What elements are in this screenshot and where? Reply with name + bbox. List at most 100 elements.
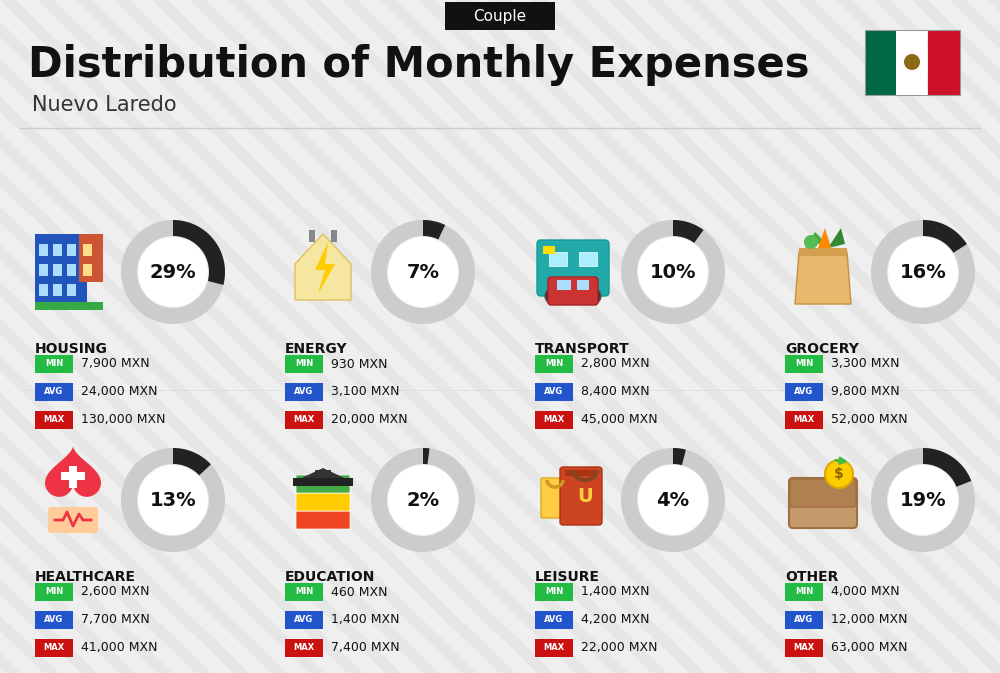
Text: 24,000 MXN: 24,000 MXN xyxy=(81,386,158,398)
Polygon shape xyxy=(304,0,1000,673)
Polygon shape xyxy=(114,0,819,673)
FancyBboxPatch shape xyxy=(535,383,573,401)
Polygon shape xyxy=(912,0,1000,673)
FancyBboxPatch shape xyxy=(548,277,598,305)
FancyBboxPatch shape xyxy=(785,639,823,657)
Text: EDUCATION: EDUCATION xyxy=(285,570,375,584)
Text: AVG: AVG xyxy=(294,388,314,396)
Text: U: U xyxy=(577,487,593,505)
Polygon shape xyxy=(0,0,59,673)
Polygon shape xyxy=(871,220,975,324)
Polygon shape xyxy=(950,0,1000,673)
Text: MAX: MAX xyxy=(543,415,565,425)
Circle shape xyxy=(904,54,920,70)
Circle shape xyxy=(138,465,208,535)
Polygon shape xyxy=(418,0,1000,673)
Bar xyxy=(39,284,48,296)
FancyBboxPatch shape xyxy=(445,2,555,30)
Polygon shape xyxy=(684,0,1000,673)
Polygon shape xyxy=(0,0,363,673)
Polygon shape xyxy=(818,228,831,248)
FancyBboxPatch shape xyxy=(535,411,573,429)
Text: MIN: MIN xyxy=(295,359,313,369)
Polygon shape xyxy=(228,0,933,673)
Text: Nuevo Laredo: Nuevo Laredo xyxy=(32,95,177,115)
Polygon shape xyxy=(456,0,1000,673)
Text: AVG: AVG xyxy=(794,616,814,625)
Polygon shape xyxy=(371,448,475,552)
Bar xyxy=(309,230,315,242)
Polygon shape xyxy=(621,220,725,324)
Text: AVG: AVG xyxy=(44,616,64,625)
Polygon shape xyxy=(608,0,1000,673)
FancyBboxPatch shape xyxy=(785,583,823,601)
Polygon shape xyxy=(0,0,135,673)
Text: $: $ xyxy=(834,467,844,481)
Text: LEISURE: LEISURE xyxy=(535,570,600,584)
Bar xyxy=(579,252,597,266)
Polygon shape xyxy=(923,220,967,252)
Bar xyxy=(83,244,92,256)
Bar xyxy=(865,30,960,95)
Text: 2,800 MXN: 2,800 MXN xyxy=(581,357,650,371)
Bar xyxy=(79,234,103,282)
Polygon shape xyxy=(423,448,430,464)
Polygon shape xyxy=(342,0,1000,673)
Polygon shape xyxy=(38,0,743,673)
Bar xyxy=(83,264,92,276)
Text: MIN: MIN xyxy=(295,588,313,596)
Polygon shape xyxy=(988,0,1000,673)
Polygon shape xyxy=(152,0,857,673)
FancyBboxPatch shape xyxy=(785,611,823,629)
Polygon shape xyxy=(923,448,971,487)
Circle shape xyxy=(638,237,708,307)
Circle shape xyxy=(388,237,458,307)
Circle shape xyxy=(138,237,208,307)
Polygon shape xyxy=(0,0,515,673)
Bar xyxy=(293,478,353,486)
FancyBboxPatch shape xyxy=(35,355,73,373)
Polygon shape xyxy=(0,0,667,673)
Bar xyxy=(53,264,62,276)
Text: 3,100 MXN: 3,100 MXN xyxy=(331,386,400,398)
Text: 4,000 MXN: 4,000 MXN xyxy=(831,586,900,598)
Bar xyxy=(39,244,48,256)
Polygon shape xyxy=(673,220,704,243)
Text: 1,400 MXN: 1,400 MXN xyxy=(331,614,400,627)
Polygon shape xyxy=(0,0,21,673)
Text: 19%: 19% xyxy=(900,491,946,509)
Text: 1,400 MXN: 1,400 MXN xyxy=(581,586,650,598)
Text: 9,800 MXN: 9,800 MXN xyxy=(831,386,900,398)
FancyBboxPatch shape xyxy=(785,383,823,401)
Text: AVG: AVG xyxy=(544,616,564,625)
Polygon shape xyxy=(173,448,211,475)
Bar xyxy=(577,280,589,290)
Text: MIN: MIN xyxy=(795,359,813,369)
Polygon shape xyxy=(0,0,629,673)
Circle shape xyxy=(585,288,601,304)
FancyBboxPatch shape xyxy=(535,583,573,601)
Bar xyxy=(565,470,597,476)
Bar xyxy=(39,264,48,276)
Text: AVG: AVG xyxy=(794,388,814,396)
FancyBboxPatch shape xyxy=(35,583,73,601)
Polygon shape xyxy=(0,0,477,673)
Polygon shape xyxy=(0,0,439,673)
Text: MAX: MAX xyxy=(793,415,815,425)
Text: 8,400 MXN: 8,400 MXN xyxy=(581,386,650,398)
Bar xyxy=(928,30,961,95)
Polygon shape xyxy=(0,0,705,673)
Bar xyxy=(53,244,62,256)
Bar xyxy=(331,230,337,242)
Polygon shape xyxy=(121,448,225,552)
Bar xyxy=(35,302,103,310)
Bar xyxy=(69,466,77,488)
Text: 10%: 10% xyxy=(650,262,696,281)
Polygon shape xyxy=(0,0,287,673)
FancyBboxPatch shape xyxy=(35,639,73,657)
Text: 20,000 MXN: 20,000 MXN xyxy=(331,413,408,427)
FancyBboxPatch shape xyxy=(790,479,856,507)
Text: HEALTHCARE: HEALTHCARE xyxy=(35,570,136,584)
Polygon shape xyxy=(0,0,97,673)
Text: 4,200 MXN: 4,200 MXN xyxy=(581,614,650,627)
